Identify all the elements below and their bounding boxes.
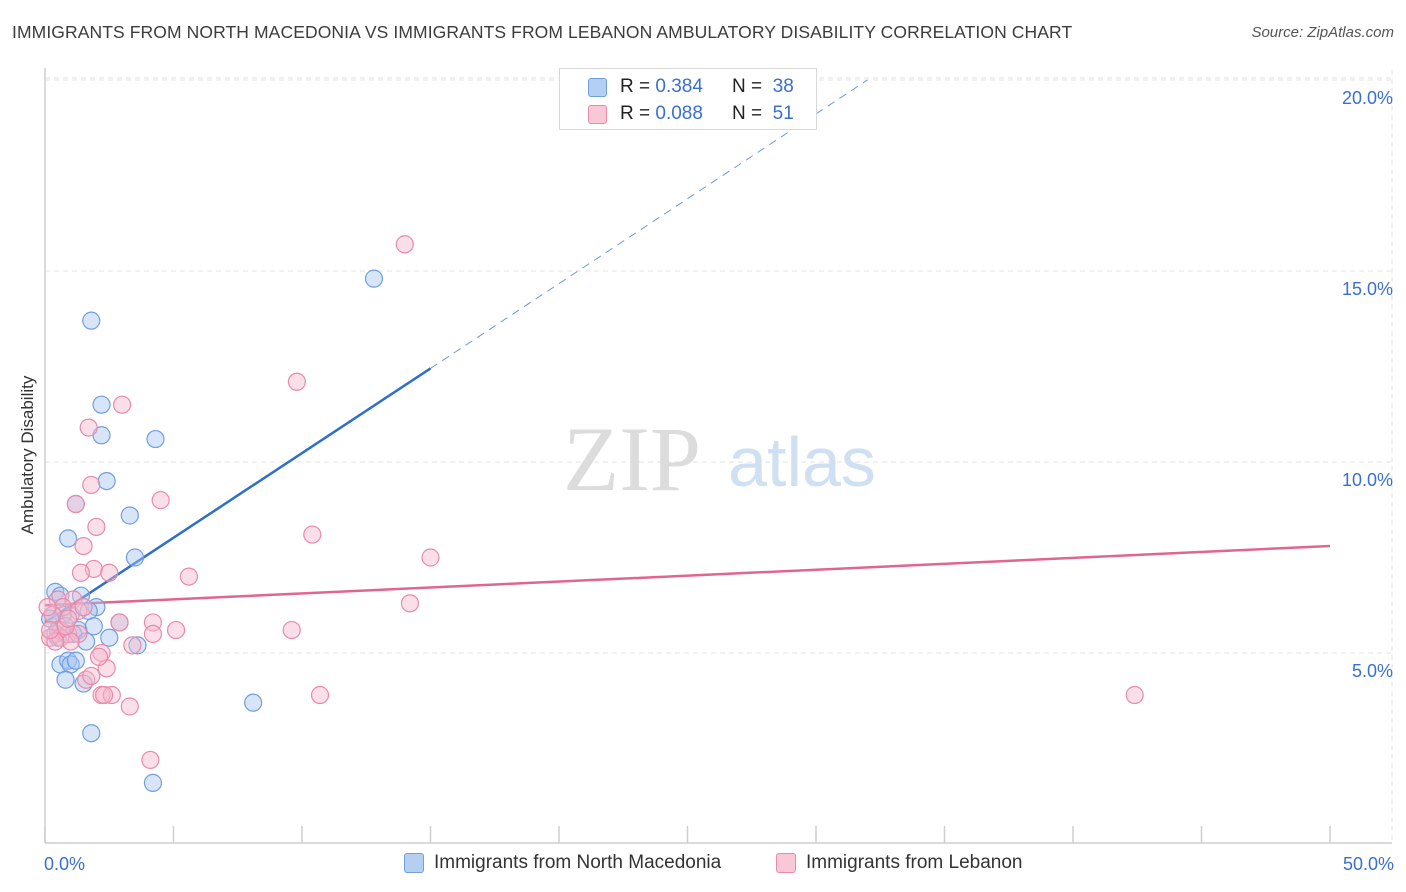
data-point	[310, 685, 330, 705]
source-label: Source: ZipAtlas.com	[1251, 24, 1394, 41]
data-point	[84, 617, 103, 636]
data-point	[151, 491, 170, 510]
trend-line-blue	[44, 367, 432, 624]
grid-lines	[45, 70, 1393, 843]
data-point	[59, 529, 78, 548]
data-point	[61, 632, 80, 651]
data-point	[120, 697, 139, 716]
y-tick-label: 10.0%	[1342, 470, 1393, 490]
data-point	[87, 517, 106, 537]
watermark-atlas: atlas	[728, 423, 876, 501]
legend-r: R = 0.384	[620, 76, 703, 97]
legend-label: Immigrants from North Macedonia	[434, 852, 722, 873]
data-point	[59, 609, 78, 628]
data-point	[143, 773, 163, 792]
data-point	[77, 632, 96, 651]
data-points	[38, 235, 1144, 792]
watermark: ZIP atlas	[563, 408, 876, 510]
data-point	[82, 311, 101, 330]
y-axis-title: Ambulatory Disability	[18, 375, 37, 535]
data-point	[125, 548, 145, 567]
data-point	[92, 395, 111, 414]
data-point	[56, 670, 75, 689]
series-legend: Immigrants from North Macedonia Immigran…	[0, 852, 1406, 878]
data-point	[82, 724, 101, 743]
data-point	[95, 685, 114, 705]
data-point	[128, 636, 147, 655]
legend-n: N = 38	[732, 76, 794, 97]
data-point	[112, 395, 132, 414]
data-point	[38, 598, 57, 617]
data-point	[120, 506, 139, 525]
axes	[44, 68, 1392, 844]
data-point	[395, 235, 414, 254]
data-point	[100, 563, 119, 582]
chart-title: IMMIGRANTS FROM NORTH MACEDONIA VS IMMIG…	[12, 22, 1073, 42]
data-point	[143, 624, 163, 644]
x-tick-label: 0.0%	[44, 854, 85, 874]
data-point	[100, 628, 119, 647]
y-tick-label: 20.0%	[1342, 88, 1393, 108]
data-point	[364, 269, 384, 288]
data-point	[46, 632, 65, 651]
x-tick-label: 50.0%	[1343, 854, 1394, 874]
data-point	[110, 613, 129, 632]
data-point	[146, 429, 165, 449]
data-point	[74, 536, 93, 556]
data-point	[141, 750, 160, 770]
data-point	[123, 636, 142, 655]
correlation-legend: R = 0.384 N = 38 R = 0.088 N = 51	[559, 68, 817, 130]
data-point	[66, 494, 85, 514]
data-point	[74, 598, 93, 617]
trend-line-pink	[44, 544, 1331, 607]
data-point	[97, 472, 116, 491]
legend-item-north-macedonia: Immigrants from North Macedonia	[404, 852, 721, 874]
legend-n: N = 51	[732, 103, 794, 124]
data-point	[41, 620, 60, 640]
data-point	[102, 685, 121, 705]
trend-lines	[44, 79, 1331, 624]
legend-swatch-blue	[588, 77, 607, 97]
data-point	[421, 548, 440, 567]
y-tick-label: 15.0%	[1342, 279, 1393, 299]
data-point	[1125, 685, 1144, 705]
data-point	[82, 475, 101, 495]
data-point	[71, 563, 91, 582]
y-tick-label: 5.0%	[1352, 661, 1393, 681]
series-pink	[38, 235, 1144, 770]
legend-r: R = 0.088	[620, 103, 703, 124]
data-point	[303, 525, 322, 544]
data-point	[53, 598, 73, 617]
data-point	[166, 620, 186, 640]
watermark-zip: ZIP	[563, 408, 701, 510]
data-point	[66, 651, 85, 670]
data-point	[79, 418, 98, 437]
legend-swatch-pink	[776, 853, 796, 873]
tick-labels: 5.0% 10.0% 15.0% 20.0% 0.0% 50.0%	[44, 88, 1394, 874]
legend-item-lebanon: Immigrants from Lebanon	[776, 852, 1023, 874]
data-point	[82, 666, 101, 686]
data-point	[244, 693, 263, 712]
data-point	[282, 620, 301, 640]
data-point	[89, 647, 109, 666]
data-point	[179, 567, 199, 586]
legend-swatch-pink	[588, 104, 607, 124]
data-point	[287, 372, 306, 391]
data-point	[64, 590, 83, 609]
legend-swatch-blue	[404, 853, 424, 873]
legend-label: Immigrants from Lebanon	[806, 852, 1023, 873]
data-point	[400, 594, 420, 613]
